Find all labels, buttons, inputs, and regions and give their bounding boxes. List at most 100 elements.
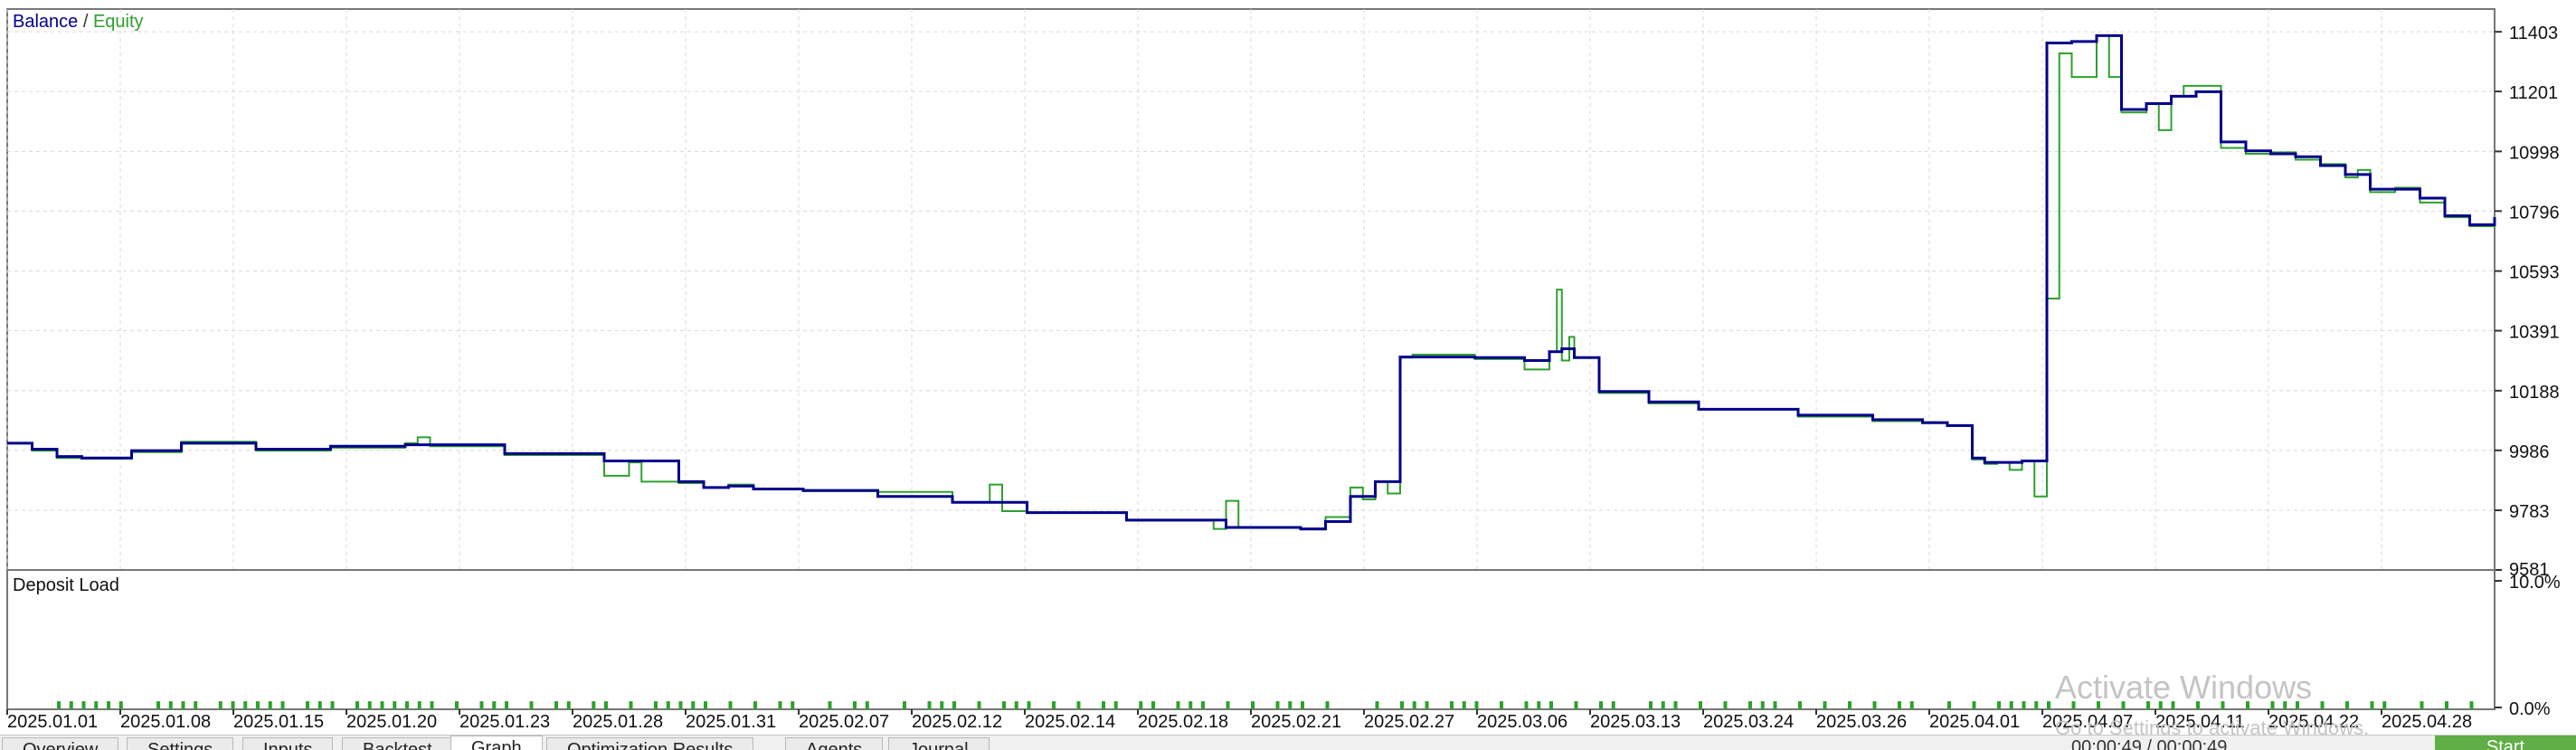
legend-equity: Equity [93,12,144,32]
deposit-load-bar [940,701,944,709]
deposit-load-bar [952,701,956,709]
deposit-load-bar [2047,701,2050,709]
deposit-load-bar [81,701,86,709]
deposit-load-bar [181,701,185,709]
deposit-load-bar [666,701,670,709]
tab-backtest[interactable]: Backtest [342,737,453,750]
deposit-load-bar [243,701,248,709]
x-tick-label: 2025.01.28 [573,712,663,732]
deposit-load-bar [1400,701,1404,709]
deposit-load-bar [2445,701,2448,709]
deposit-load-bar [1375,701,1379,709]
deposit-load-bar [1027,701,1031,709]
y-tick-label: 9783 [2509,502,2550,522]
start-button[interactable]: Start [2435,736,2576,750]
deposit-load-bar [1798,701,1802,709]
deposit-load-bar [1823,701,1827,709]
deposit-load-bar [69,701,73,709]
deposit-load-bar [1462,701,1466,709]
deposit-load-bar [728,701,733,709]
deposit-load-bar [2370,701,2374,709]
deposit-load-bar [691,701,696,709]
deposit-load-bar [1251,701,1255,709]
deposit-load-bar [1972,701,1976,709]
tab-inputs[interactable]: Inputs [242,737,334,750]
deposit-load-bar [118,701,123,709]
deposit-load-bar [1052,701,1056,709]
deposit-load-bar [256,701,260,709]
y-tick-label: 11201 [2509,83,2558,103]
deposit-load-bar [1412,701,1416,709]
deposit-load-bar [778,701,782,709]
deposit-load-bar [1113,701,1118,709]
deposit-load-bar [2345,701,2349,709]
deposit-load-bar [2320,701,2325,709]
deposit-load-bar [231,701,235,709]
deposit-load-bar [380,701,384,709]
deposit-load-bar [2420,701,2424,709]
deposit-load-bar [629,701,633,709]
balance-line [7,33,2496,531]
tab-journal[interactable]: Journal [888,737,990,750]
deposit-load-bar [1226,701,1230,709]
deposit-load-bar [2158,701,2163,709]
deposit-load-bar [2097,701,2100,709]
y-tick-label: 11403 [2509,24,2558,43]
deposit-load-bar [2009,701,2013,709]
tab-optimization-results[interactable]: Optimization Results [546,737,754,750]
deposit-load-bar [1524,701,1529,709]
x-tick-label: 2025.02.27 [1364,712,1454,732]
tab-graph[interactable]: Graph [450,736,543,750]
deposit-load-bar [479,701,484,709]
deposit-load-bar [1909,701,1914,709]
x-tick-label: 2025.03.06 [1477,712,1567,732]
deposit-load-bar [2296,701,2299,709]
deposit-load-bar [1760,701,1765,709]
tab-overview[interactable]: Overview [2,737,119,750]
deposit-load-bar [1773,701,1777,709]
deposit-load-bar [865,701,869,709]
deposit-load-bar [2022,701,2026,709]
deposit-load-bar [1599,701,1603,709]
x-tick-label: 2025.02.21 [1251,712,1341,732]
tab-agents[interactable]: Agents [785,737,884,750]
deposit-load-bar [1002,701,1006,709]
deposit-load-bar [791,701,795,709]
balance-equity-pane: 11403 11201 10998 10796 10593 10391 10188 9986 9… [6,8,2560,580]
tab-settings[interactable]: Settings [127,737,234,750]
deposit-load-bar [417,701,421,709]
deposit-load-bar [1848,701,1852,709]
elapsed-time: 00:00:49 / 00:00:49 [2071,737,2228,750]
deposit-load-bar [2196,701,2200,709]
deposit-load-bar [367,701,372,709]
deposit-load-bar [268,701,272,709]
deposit-load-bar [280,701,285,709]
x-tick-label: 2025.01.20 [346,712,437,732]
deposit-load-bar [2221,701,2225,709]
x-tick-label: 2025.04.01 [1929,712,2020,732]
x-axis: 2025.01.01 2025.01.08 2025.01.15 2025.01.20… [6,709,2472,732]
deposit-load-bar [156,701,160,709]
deposit-load-bar [592,701,596,709]
deposit-load-bar [678,701,683,709]
deposit-load-bar [1898,701,1901,709]
x-tick-label: 2025.04.11 [2155,712,2245,732]
tester-tab-bar: Overview Settings Inputs Backtest Graph Optim… [0,735,2576,750]
legend: Balance / Equity [13,12,144,32]
activate-windows-title: Activate Windows [2055,669,2312,706]
deposit-load-bar [107,701,110,709]
x-tick-label: 2025.04.28 [2382,712,2472,732]
x-tick-label: 2025.04.22 [2268,712,2359,732]
deposit-load-bar [927,701,932,709]
deposit-load-bar [1500,701,1503,709]
x-tick-label: 2025.02.14 [1025,712,1115,732]
equity-line [7,34,2496,531]
deposit-load-bar [455,701,459,709]
deposit-load-bar [1275,701,1280,709]
deposit-load-bar [1325,701,1330,709]
deposit-load-bar [2171,701,2175,709]
x-tick-label: 2025.03.26 [1816,712,1907,732]
deposit-load-bar [430,701,434,709]
deposit-load-bar [1176,701,1180,709]
x-tick-label: 2025.01.15 [233,712,324,732]
